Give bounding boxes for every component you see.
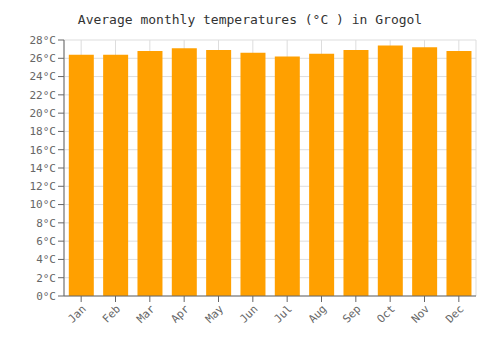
svg-text:Jan: Jan	[66, 302, 89, 325]
html-text:Average monthly temperatures (: Average monthly temperatures (°C ) in Gr…	[77, 12, 423, 27]
svg-text:2°C: 2°C	[36, 272, 56, 285]
svg-text:26°C: 26°C	[30, 52, 57, 65]
svg-text:18°C: 18°C	[30, 125, 57, 138]
svg-text:24°C: 24°C	[30, 70, 57, 83]
svg-text:Mar: Mar	[134, 302, 158, 326]
svg-text:20°C: 20°C	[30, 107, 57, 120]
svg-text:4°C: 4°C	[36, 253, 56, 266]
svg-text:Aug: Aug	[306, 302, 329, 325]
svg-text:6°C: 6°C	[36, 235, 56, 248]
svg-text:28°C: 28°C	[30, 34, 57, 47]
svg-text:Jul: Jul	[272, 302, 295, 325]
svg-text:10°C: 10°C	[30, 198, 57, 211]
svg-text:May: May	[203, 302, 227, 326]
svg-text:16°C: 16°C	[30, 144, 57, 157]
svg-text:Apr: Apr	[169, 302, 193, 326]
svg-text:Oct: Oct	[375, 302, 398, 325]
svg-text:8°C: 8°C	[36, 217, 56, 230]
svg-text:14°C: 14°C	[30, 162, 57, 175]
svg-text:22°C: 22°C	[30, 89, 57, 102]
svg-text:Dec: Dec	[443, 302, 466, 325]
svg-text:12°C: 12°C	[30, 180, 57, 193]
svg-text:Nov: Nov	[409, 302, 433, 326]
svg-text:Sep: Sep	[340, 302, 363, 325]
svg-text:Feb: Feb	[100, 302, 123, 325]
svg-text:Jun: Jun	[237, 302, 260, 325]
svg-text:0°C: 0°C	[36, 290, 56, 303]
